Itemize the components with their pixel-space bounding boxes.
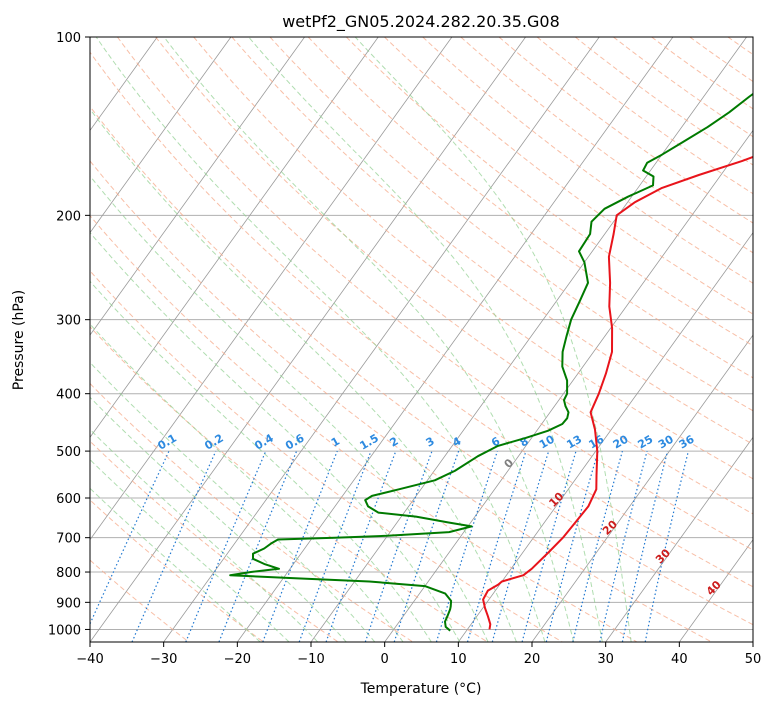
- mixing-ratio-line: [545, 450, 599, 642]
- x-tick-label: −20: [224, 652, 251, 667]
- isotherm-line: [458, 232, 753, 642]
- temperature-line: [482, 155, 753, 630]
- moist-adiabat-line: [90, 280, 432, 642]
- y-tick-label: 900: [56, 596, 81, 611]
- dry-adiabat-line: [90, 51, 753, 588]
- isotherm-line: [679, 539, 753, 642]
- mixing-ratio-line: [435, 450, 498, 642]
- x-tick-label: 20: [524, 652, 541, 667]
- y-axis-label: Pressure (hPa): [11, 290, 27, 390]
- moist-adiabat-line: [90, 231, 461, 642]
- dry-adiabat-line: [90, 270, 563, 642]
- mixing-ratio-line: [599, 450, 648, 642]
- dry-adiabat-label: -10: [64, 415, 87, 439]
- isotherm-line: [752, 641, 753, 642]
- dry-adiabat-line: [269, 37, 753, 412]
- y-tick-label: 100: [56, 31, 81, 46]
- mixing-ratio-line: [185, 450, 267, 642]
- x-tick-label: −40: [76, 652, 103, 667]
- mixing-ratio-line: [491, 450, 550, 642]
- y-tick-label: 700: [56, 532, 81, 547]
- isotherm-line: [237, 37, 674, 642]
- mixing-ratio-line: [218, 450, 298, 642]
- isotherm-line: [531, 334, 753, 642]
- mixing-ratio-line: [298, 450, 372, 642]
- x-axis-label: Temperature (°C): [360, 681, 482, 697]
- dry-adiabat-line: [90, 499, 264, 642]
- x-axis: −40 −30 −20 −10 0 10 20 30 40 50: [76, 642, 761, 667]
- moist-adiabat-line: [90, 108, 517, 642]
- chart-title: wetPf2_GN05.2024.282.20.35.G08: [282, 12, 560, 32]
- isotherm-line: [90, 37, 453, 541]
- x-tick-label: 40: [671, 652, 688, 667]
- moist-adiabat-line: [163, 37, 575, 642]
- moist-adiabat-line: [354, 37, 632, 642]
- moist-adiabat-line: [90, 323, 404, 642]
- y-tick-label: 1000: [48, 623, 81, 638]
- mixing-ratio-line: [364, 450, 433, 642]
- x-tick-label: 10: [450, 652, 467, 667]
- y-tick-label: 300: [56, 314, 81, 329]
- mixing-ratio-line: [521, 450, 577, 642]
- dewpoint-line: [229, 92, 753, 632]
- plot-frame: [89, 36, 754, 643]
- y-tick-label: 200: [56, 209, 81, 224]
- isotherm-line: [384, 129, 753, 642]
- dry-adiabat-line: [422, 37, 753, 284]
- profile-lines: [229, 92, 753, 632]
- dry-adiabat-line: [766, 37, 775, 642]
- mixing-ratio-line: [572, 450, 623, 642]
- dry-adiabat-line: [345, 37, 753, 347]
- dry-adiabat-line: [90, 214, 638, 642]
- dry-adiabat-line: [574, 37, 753, 166]
- x-tick-label: 50: [745, 652, 762, 667]
- y-tick-label: 800: [56, 566, 81, 581]
- dry-adiabat-line: [231, 37, 753, 445]
- dry-adiabat-line: [90, 160, 712, 642]
- isotherm-line: [163, 37, 600, 642]
- y-axis: 1000 900 800 700 600 500 400 300 200 100: [48, 31, 90, 638]
- dry-adiabat-label: -20: [0, 386, 1, 410]
- x-tick-label: −30: [150, 652, 177, 667]
- dry-adiabat-line: [90, 326, 488, 642]
- x-tick-label: −10: [297, 652, 324, 667]
- dry-adiabat-line: [307, 37, 753, 379]
- mixing-ratio-line: [131, 450, 217, 642]
- dry-adiabat-line: [90, 440, 339, 642]
- mixing-ratio-line: [393, 450, 460, 642]
- isotherm-line: [90, 37, 305, 336]
- background-lines: [0, 37, 775, 642]
- y-tick-label: 600: [56, 492, 81, 507]
- moist-adiabat-line: [90, 175, 489, 642]
- dry-adiabat-line: [116, 37, 753, 551]
- isotherm-line: [90, 37, 526, 642]
- isotherm-line: [605, 436, 753, 642]
- y-tick-label: 400: [56, 388, 81, 403]
- moist-adiabat-line: [90, 396, 347, 642]
- dry-adiabat-line: [90, 105, 753, 626]
- dry-adiabat-line: [498, 37, 753, 224]
- dry-adiabat-line: [155, 37, 753, 515]
- mixing-ratio-line: [466, 450, 527, 642]
- dry-adiabat-line: [384, 37, 753, 315]
- mixing-ratio-line: [262, 450, 338, 642]
- mixing-ratio-line: [644, 450, 689, 642]
- moist-adiabat-line: [90, 428, 319, 642]
- dry-adiabat-line: [193, 37, 753, 480]
- x-tick-label: 30: [597, 652, 614, 667]
- mixing-ratio-line: [621, 450, 669, 642]
- isotherm-line: [90, 37, 379, 439]
- isotherm-line: [0, 37, 10, 642]
- moist-adiabat-line: [90, 361, 376, 642]
- moist-adiabat-line: [248, 37, 603, 642]
- plot-background: [90, 37, 753, 642]
- x-tick-label: 0: [381, 652, 389, 667]
- y-tick-label: 500: [56, 445, 81, 460]
- moist-adiabat-line: [95, 37, 546, 642]
- isotherm-line: [90, 37, 232, 234]
